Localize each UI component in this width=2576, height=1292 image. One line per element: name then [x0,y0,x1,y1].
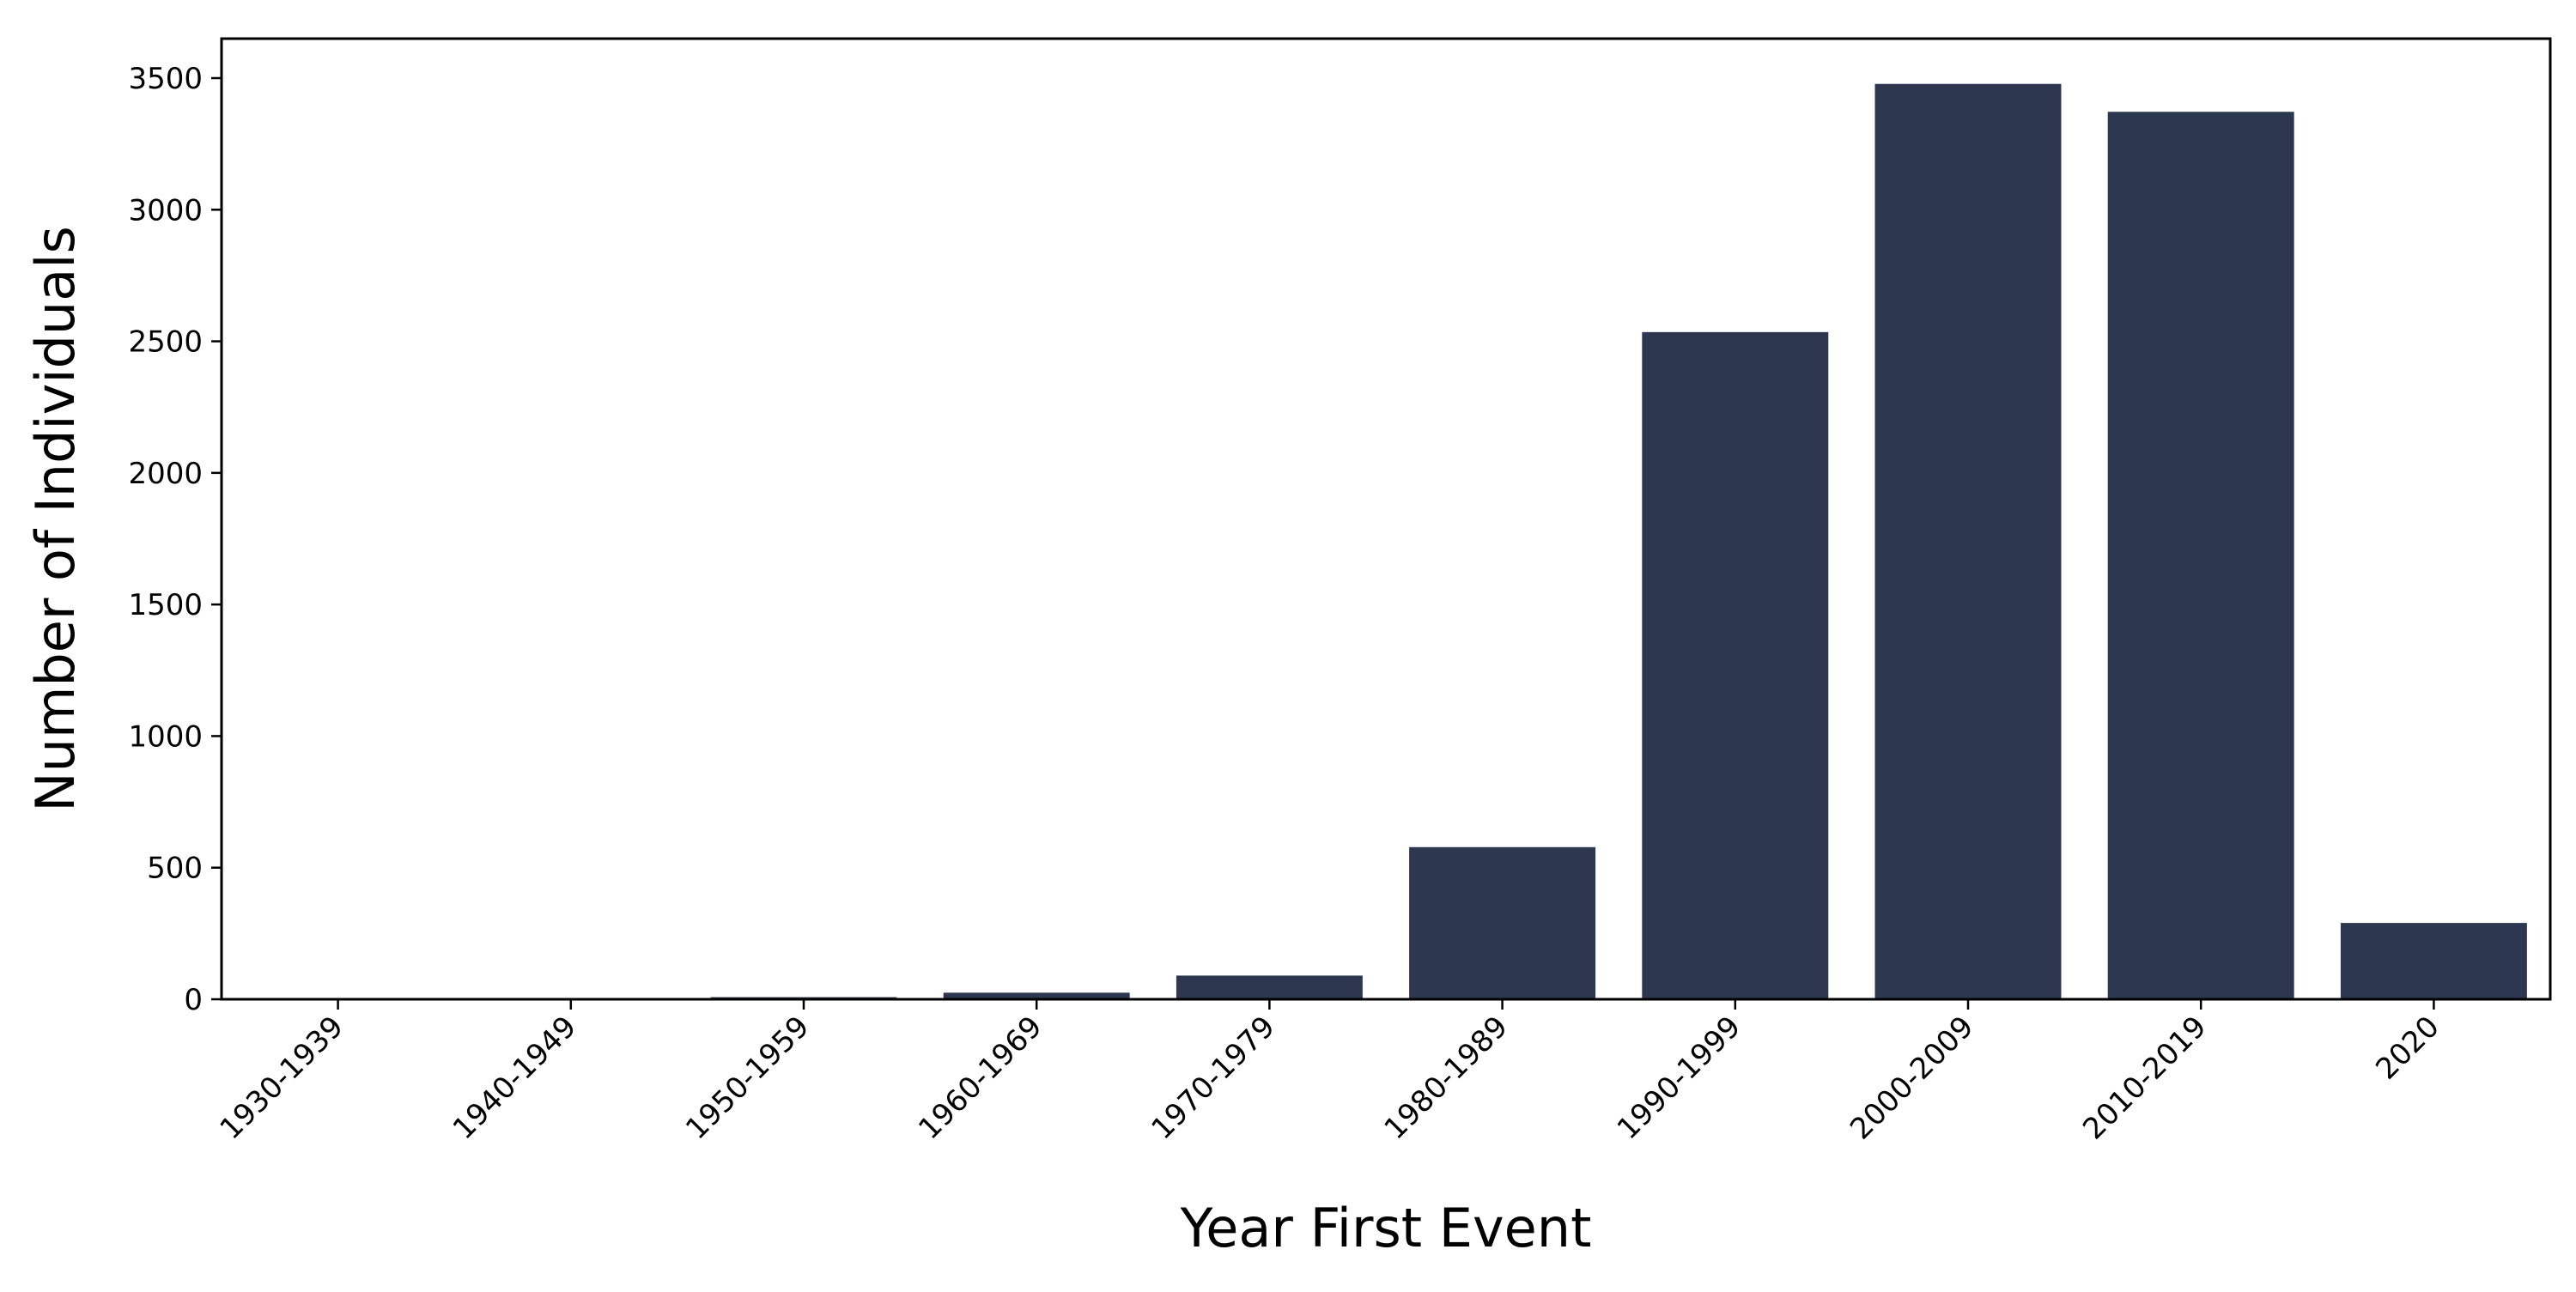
bars-group [245,83,2527,1000]
bar-1990-1999 [1642,331,1829,999]
bar-2000-2009 [1874,83,2062,999]
y-tick-label: 500 [147,852,203,886]
bar-2010-2019 [2107,112,2294,1000]
y-tick-label: 0 [184,983,203,1017]
x-tick-label: 1950-1959 [679,1010,816,1146]
y-tick-label: 1000 [128,719,203,754]
y-tick-label: 2500 [128,325,203,360]
x-tick-label: 1940-1949 [447,1010,583,1146]
x-axis-title: Year First Event [1180,1197,1592,1259]
x-axis-ticks: 1930-1939 1940-1949 1950-1959 1960-1969 1970… [214,999,2446,1146]
x-tick-label: 1990-1999 [1611,1010,1747,1146]
bar-1980-1989 [1409,846,1596,999]
bar-2020 [2340,923,2527,999]
y-tick-label: 3500 [128,62,203,96]
y-tick-label: 1500 [128,588,203,622]
y-tick-label: 3000 [128,193,203,227]
plot-frame [220,37,2552,1001]
x-tick-label: 1970-1979 [1145,1010,1281,1146]
bar-1960-1969 [943,992,1130,999]
y-axis-ticks: 0 500 1000 1500 2000 2500 3000 3500 [128,62,222,1017]
x-tick-label: 2000-2009 [1844,1010,1980,1146]
x-tick-label: 1980-1989 [1378,1010,1515,1146]
y-axis-title: Number of Individuals [24,226,87,811]
bar-1970-1979 [1176,975,1363,999]
x-tick-label: 1930-1939 [214,1010,350,1146]
x-tick-label: 2020 [2369,1010,2445,1086]
x-tick-label: 2010-2019 [2076,1010,2213,1146]
x-tick-label: 1960-1969 [912,1010,1048,1146]
y-tick-label: 2000 [128,457,203,491]
